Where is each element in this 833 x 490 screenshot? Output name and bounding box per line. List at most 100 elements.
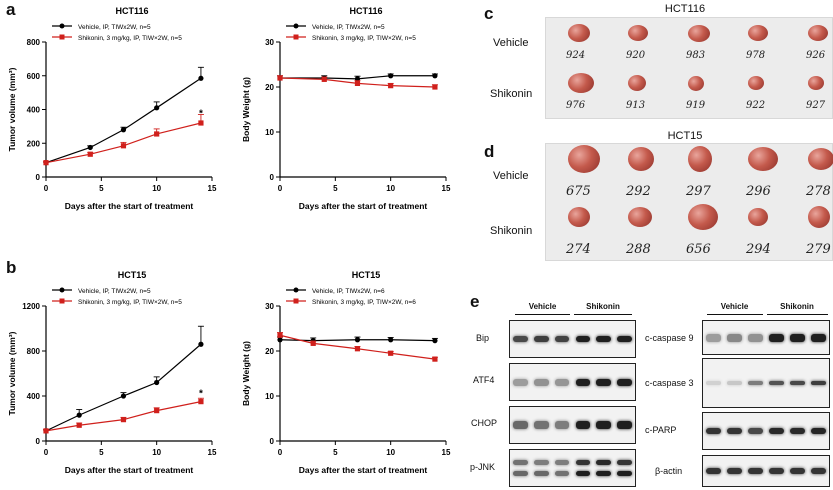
blot-right-group-shikonin: Shikonin — [780, 302, 814, 311]
blot-band — [533, 470, 549, 476]
blot-left-group-shikonin: Shikonin — [586, 302, 620, 311]
blot-band — [554, 421, 570, 429]
y-tick-label: 600 — [27, 72, 41, 81]
blot-right-group-line-shikonin — [767, 314, 828, 315]
y-tick-label: 30 — [265, 302, 274, 311]
y-tick-label: 20 — [265, 83, 274, 92]
tumor-specimen — [808, 206, 830, 228]
legend-marker — [293, 287, 299, 293]
tumor-specimen — [808, 25, 828, 41]
tumor-id-label: 983 — [686, 50, 706, 61]
chart-title: HCT116 — [115, 6, 148, 16]
tumor-id-label: 294 — [746, 242, 771, 257]
x-tick-label: 15 — [208, 184, 217, 193]
data-point — [354, 337, 361, 343]
panel-letter-a: a — [6, 0, 16, 19]
tumor-specimen — [748, 208, 768, 226]
data-point — [277, 337, 283, 343]
blot-label-p-jnk: p-JNK — [470, 462, 496, 472]
x-tick-label: 10 — [386, 184, 395, 193]
tumor-id-label: 926 — [806, 50, 826, 61]
significance-star: * — [199, 108, 203, 119]
x-tick-label: 5 — [333, 184, 338, 193]
tumor-specimen — [808, 148, 833, 170]
data-point — [154, 131, 160, 137]
legend-label: Shikonin, 3 mg/kg, IP, TIW×2W, n=5 — [78, 35, 182, 42]
legend-label: Vehicle, IP, TIWx2W, n=5 — [78, 288, 151, 295]
tumor-id-label: 274 — [566, 242, 591, 257]
tumor-specimen — [628, 25, 648, 41]
x-tick-label: 10 — [152, 184, 161, 193]
blot-band — [554, 336, 570, 342]
tumor-id-label: 278 — [806, 184, 831, 199]
data-point — [198, 75, 204, 81]
chart-a-body-weight: HCT116 Vehicle, IP, TIWx2W, n=5 Shikonin, … — [241, 6, 451, 211]
tumor-id-label: 924 — [566, 50, 586, 61]
blot-band — [575, 421, 591, 429]
x-axis-label: Days after the start of treatment — [65, 465, 194, 475]
legend-marker — [293, 23, 299, 29]
data-point — [87, 144, 93, 151]
y-tick-label: 20 — [265, 347, 274, 356]
x-tick-label: 15 — [442, 184, 451, 193]
y-tick-label: 800 — [27, 347, 41, 356]
blot-band — [533, 336, 549, 342]
blot-band — [706, 428, 721, 434]
data-point — [120, 417, 127, 423]
blot-band — [811, 381, 826, 385]
blot-band — [769, 428, 784, 434]
tumor-photo-hct15: 675 292 297 296 278 274 288 656 294 279 — [545, 143, 833, 261]
tumor-specimen — [748, 147, 778, 171]
blot-band — [727, 468, 742, 474]
blot-band — [513, 460, 528, 466]
legend-label: Vehicle, IP, TIWx2W, n=5 — [312, 24, 385, 31]
tumor-id-label: 919 — [686, 100, 706, 111]
blot-band — [748, 381, 763, 385]
blot-band — [706, 468, 721, 474]
tumor-id-label: 675 — [566, 184, 591, 199]
blot-atf4 — [509, 363, 636, 401]
x-tick-label: 15 — [208, 448, 217, 457]
chart-title: HCT15 — [118, 270, 147, 280]
tumor-specimen — [688, 75, 704, 91]
data-point — [354, 346, 361, 352]
blot-band — [811, 333, 826, 342]
blot-band — [596, 421, 612, 429]
blot-band — [596, 378, 612, 386]
tumor-specimen — [568, 207, 590, 227]
panel-letter-d: d — [484, 142, 495, 161]
legend-marker — [59, 287, 65, 293]
data-point — [432, 73, 438, 79]
chart-a-tumor-volume: HCT116 Vehicle, IP, TIWx2W, n=5 Shikonin, … — [7, 6, 217, 211]
y-tick-label: 400 — [27, 106, 41, 115]
blot-band — [748, 428, 763, 434]
data-point — [354, 80, 361, 86]
data-point — [120, 143, 127, 149]
x-tick-label: 15 — [442, 448, 451, 457]
tumor-specimen — [628, 207, 652, 227]
data-point — [388, 73, 394, 79]
blot-band — [575, 378, 591, 386]
blot-left-group-vehicle: Vehicle — [528, 302, 557, 311]
blot-chop — [509, 406, 636, 444]
tumor-id-label: 288 — [626, 242, 651, 257]
tumor-id-label: 920 — [626, 50, 646, 61]
blot-label-c-parp: c-PARP — [645, 425, 677, 435]
legend-label: Vehicle, IP, TIWx2W, n=5 — [78, 24, 151, 31]
data-point — [198, 120, 204, 126]
y-tick-label: 200 — [27, 139, 41, 148]
tumor-specimen — [808, 76, 824, 90]
tumor-id-label: 297 — [686, 184, 711, 199]
data-point — [432, 84, 438, 90]
blot-band — [811, 468, 826, 474]
data-point — [76, 412, 82, 418]
x-tick-label: 0 — [44, 448, 49, 457]
blot-c-parp — [702, 412, 830, 450]
blot-label-c-caspase-3: c-caspase 3 — [645, 378, 694, 388]
x-axis-label: Days after the start of treatment — [299, 201, 428, 211]
x-tick-label: 5 — [99, 448, 104, 457]
tumor-id-label: 922 — [746, 100, 766, 111]
blot-beta-actin — [702, 455, 830, 487]
legend-label: Shikonin, 3 mg/kg, IP, TIW×2W, n=5 — [78, 299, 182, 306]
blot-band — [769, 381, 784, 385]
